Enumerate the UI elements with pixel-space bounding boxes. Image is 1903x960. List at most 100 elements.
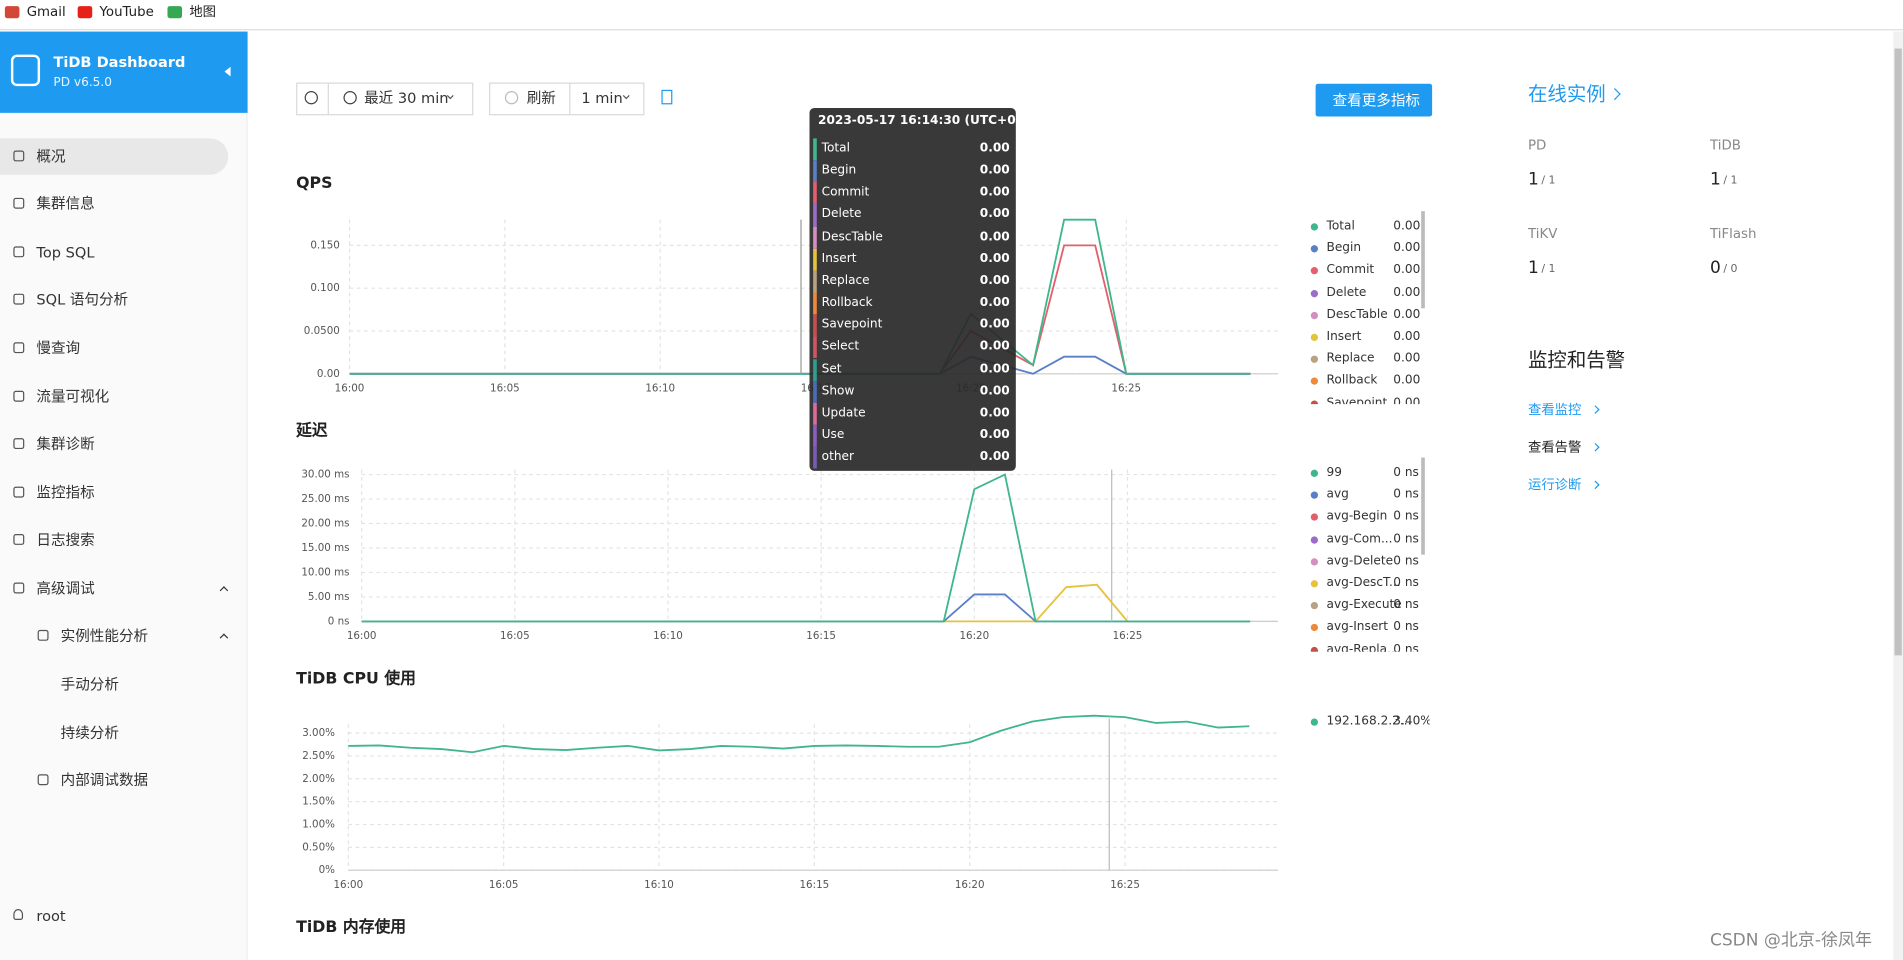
legend-scroll — [1421, 457, 1425, 555]
tooltip-label: Savepoint — [821, 318, 883, 332]
menu-item[interactable]: 内部调试数据 — [60, 771, 149, 789]
divider — [569, 82, 571, 116]
menu-item[interactable]: 日志搜索 — [36, 531, 95, 549]
legend-label[interactable]: Insert — [1326, 330, 1362, 344]
y-tick-label: 20.00 ms — [301, 518, 349, 530]
legend-value: 0.00 — [1393, 285, 1421, 300]
y-tick-label: 1.50% — [302, 796, 335, 808]
bookmark[interactable]: Gmail — [26, 3, 66, 20]
legend-label[interactable]: 99 — [1326, 466, 1342, 480]
instance-up: 0 — [1710, 258, 1721, 278]
menu-item[interactable]: SQL 语句分析 — [36, 291, 129, 309]
zoom-out-icon[interactable] — [304, 91, 318, 105]
legend-label[interactable]: Delete — [1326, 285, 1367, 300]
menu-item[interactable]: 高级调试 — [36, 580, 95, 598]
tooltip-label: Select — [821, 340, 860, 354]
tooltip-value: 0.00 — [979, 340, 1010, 354]
legend-label[interactable]: avg-Delete — [1326, 554, 1394, 568]
legend-label[interactable]: avg-Begin — [1326, 510, 1388, 524]
bookmark[interactable]: 地图 — [189, 3, 217, 20]
tooltip-color-bar — [813, 402, 817, 425]
menu-item[interactable]: 流量可视化 — [36, 388, 110, 406]
x-tick-label: 16:10 — [645, 382, 675, 394]
legend-label[interactable]: Replace — [1326, 352, 1375, 366]
legend-label[interactable]: Rollback — [1326, 374, 1378, 388]
more-metrics[interactable]: 查看更多指标 — [1332, 92, 1420, 110]
menu-item[interactable]: 慢查询 — [36, 339, 81, 357]
legend-label[interactable]: avg-Repla... — [1326, 642, 1399, 652]
scrollbar-thumb[interactable] — [1894, 48, 1902, 656]
legend-label[interactable]: avg-Insert — [1326, 620, 1389, 634]
legend-label[interactable]: avg — [1326, 488, 1349, 502]
refresh-button[interactable]: 刷新 — [526, 89, 556, 107]
legend-swatch — [1310, 289, 1319, 297]
legend-swatch — [1310, 311, 1319, 319]
menu-item[interactable]: 手动分析 — [60, 676, 119, 693]
series-line — [361, 583, 1251, 623]
legend-swatch — [1310, 400, 1319, 405]
tooltip-value: 0.00 — [979, 428, 1010, 442]
legend-label[interactable]: Commit — [1326, 263, 1375, 278]
legend-value: 0 ns — [1393, 532, 1419, 546]
tooltip-color-bar — [813, 358, 817, 381]
more-metrics-button[interactable] — [1315, 83, 1433, 117]
y-tick-label: 10.00 ms — [301, 566, 349, 578]
menu-item[interactable]: 集群信息 — [36, 195, 95, 213]
menu-item[interactable]: 监控指标 — [36, 484, 95, 502]
legend-label[interactable]: DescTable — [1326, 308, 1388, 322]
menu-item[interactable]: 概况 — [36, 148, 66, 166]
legend-label[interactable]: avg-DescT... — [1326, 576, 1401, 590]
app-version: PD v6.5.0 — [53, 76, 112, 90]
collapse-icon[interactable] — [224, 66, 231, 77]
tooltip-label: Update — [821, 406, 866, 420]
refresh-group[interactable] — [489, 82, 645, 116]
legend-label[interactable]: avg-Execute — [1326, 598, 1402, 612]
time-range[interactable]: 最近 30 min — [364, 89, 449, 107]
time-range-select[interactable] — [296, 82, 474, 116]
legend-label[interactable]: Savepoint — [1326, 396, 1388, 405]
y-tick-label: 0.00 — [317, 368, 340, 380]
user-name[interactable]: root — [36, 907, 66, 925]
doc-icon[interactable] — [661, 89, 673, 105]
legend-label[interactable]: Total — [1326, 219, 1355, 234]
section-title: 监控和告警 — [1527, 348, 1626, 372]
menu-item[interactable]: 实例性能分析 — [60, 627, 149, 645]
alert-link[interactable]: 查看监控 — [1527, 401, 1582, 418]
menu-item[interactable]: Top SQL — [36, 243, 95, 261]
sidebar — [0, 31, 248, 960]
y-tick-label: 30.00 ms — [301, 469, 349, 481]
x-tick-label: 16:00 — [347, 630, 377, 642]
legend-label[interactable]: 192.168.2.2... — [1326, 714, 1412, 729]
refresh-interval[interactable]: 1 min — [581, 89, 623, 107]
legend-label[interactable]: Begin — [1326, 241, 1362, 256]
series-line — [349, 218, 1251, 375]
legend-value: 0 ns — [1393, 488, 1419, 502]
legend: Total 0.00 Begin 0.00 Commit 0.00 Delete 0.00 De… — [1308, 218, 1429, 405]
tooltip-color-bar — [813, 314, 817, 337]
alert-link[interactable]: 查看告警 — [1527, 439, 1582, 456]
legend-label[interactable]: avg-Com... — [1326, 532, 1393, 546]
instance-type: PD — [1527, 137, 1547, 153]
section-title[interactable]: 在线实例 — [1527, 82, 1606, 106]
tooltip-label: Begin — [821, 164, 857, 178]
tooltip — [809, 108, 1016, 471]
legend-swatch — [1310, 355, 1319, 364]
app-title: TiDB Dashboard — [53, 53, 186, 71]
legend-value: 0.00 — [1393, 396, 1421, 405]
menu-item[interactable]: 集群诊断 — [36, 435, 95, 453]
y-tick-label: 2.00% — [302, 773, 335, 785]
alert-link[interactable]: 运行诊断 — [1527, 476, 1582, 493]
bookmark[interactable]: YouTube — [99, 3, 154, 20]
menu-icon — [13, 150, 25, 162]
x-tick-label: 16:05 — [500, 630, 530, 642]
chart-title: 延迟 — [296, 422, 328, 441]
series-line — [349, 355, 1251, 375]
legend-swatch — [1310, 267, 1319, 275]
tooltip-color-bar — [813, 336, 817, 359]
menu-item[interactable]: 持续分析 — [60, 724, 119, 742]
logo — [10, 54, 41, 87]
menu-icon — [37, 629, 49, 641]
bookmark-icon — [77, 6, 93, 19]
